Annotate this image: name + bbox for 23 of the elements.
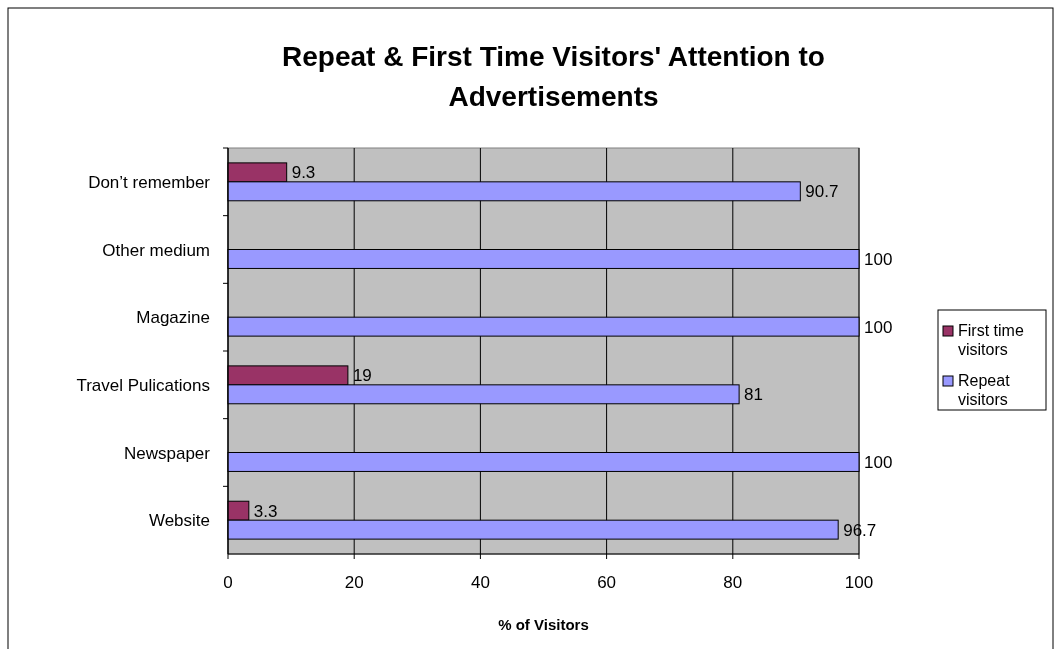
legend-label: First time visitors: [958, 322, 1024, 358]
x-tick-label: 0: [223, 573, 233, 592]
x-tick-label: 40: [470, 573, 490, 592]
x-tick-label: 20: [344, 573, 364, 592]
y-tick-label: Newspaper: [124, 443, 211, 463]
data-label: 3.3: [253, 501, 278, 521]
y-tick-label: Magazine: [136, 308, 210, 328]
legend-label: Repeat visitors: [958, 372, 1011, 408]
data-label: 100: [864, 317, 893, 337]
data-label: 100: [864, 452, 893, 472]
data-label: 100: [864, 249, 893, 269]
y-tick-label: Other medium: [102, 240, 210, 260]
x-axis-title: % of Visitors: [498, 616, 589, 633]
data-label: 90.7: [805, 182, 839, 202]
chart-title: Repeat & First Time Visitors' Attention to Advertisements: [282, 41, 825, 112]
data-label: 9.3: [291, 163, 316, 183]
data-label: 81: [744, 385, 764, 405]
y-tick-label: Don’t remember: [88, 172, 211, 192]
x-tick-label: 60: [597, 573, 617, 592]
x-tick-label: 100: [844, 573, 874, 592]
x-tick-label: 80: [723, 573, 743, 592]
y-tick-label: Travel Pulications: [76, 375, 210, 395]
y-tick-label: Website: [148, 511, 210, 531]
